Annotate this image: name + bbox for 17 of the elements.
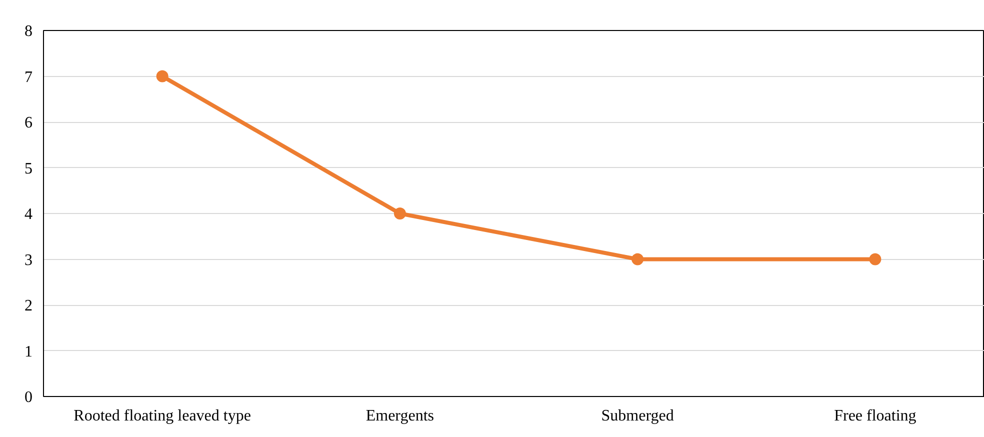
y-tick-label: 0 [24, 389, 32, 406]
x-tick-label: Rooted floating leaved type [74, 408, 251, 424]
point [156, 70, 168, 82]
x-tick-label: Submerged [601, 408, 674, 424]
point [632, 253, 644, 266]
y-tick-label: 2 [24, 298, 32, 314]
y-tick-label: 3 [24, 252, 32, 269]
y-tick-label: 4 [24, 206, 32, 223]
point [394, 208, 406, 220]
y-tick-label: 5 [24, 160, 32, 178]
x-tick-label: Free floating [834, 408, 916, 424]
x-tick-label: Emergents [366, 408, 434, 424]
point [869, 253, 882, 266]
y-tick-label: 8 [24, 23, 32, 40]
y-tick-label: 7 [24, 68, 32, 86]
y-tick-label: 1 [24, 343, 32, 360]
y-tick-label: 6 [24, 114, 32, 132]
